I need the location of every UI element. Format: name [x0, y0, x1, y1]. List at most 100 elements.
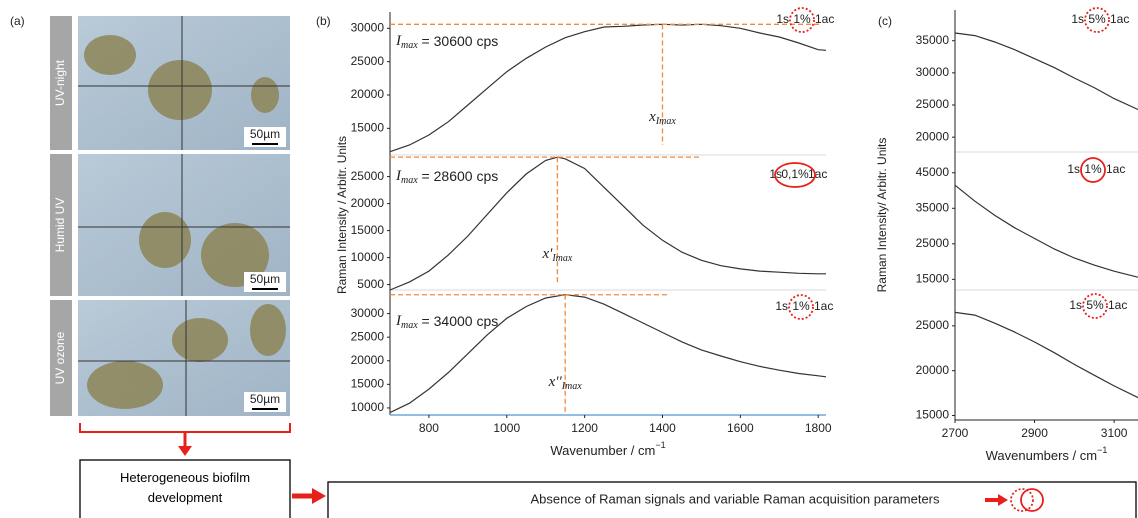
acq-count: 1ac — [1106, 162, 1125, 176]
imax-symbol: I — [395, 33, 402, 49]
bracket — [79, 423, 291, 433]
acq-power: 5% — [1088, 12, 1106, 26]
peak-sub: Imax — [551, 253, 573, 264]
sample-tag — [50, 16, 72, 150]
x-tick-label: 1400 — [649, 421, 676, 435]
acq-circle — [1082, 293, 1108, 319]
x-axis-label: Wavenumber / cm−1 — [550, 440, 665, 458]
box-text: Absence of Raman signals and variable Ra… — [531, 491, 940, 506]
imax-label: Imax = 30600 cps — [395, 33, 498, 52]
peak-sub: Imax — [561, 381, 583, 392]
acq-power: 0,1% — [781, 167, 809, 181]
y-tick-label: 45000 — [916, 165, 950, 179]
imax-symbol: I — [395, 168, 402, 184]
acq-circle — [1084, 7, 1110, 33]
y-tick-label: 30000 — [351, 306, 385, 320]
x-tick-label: 1800 — [805, 421, 832, 435]
y-tick-label: 25000 — [351, 329, 385, 343]
scale-label: 50µm — [250, 272, 280, 286]
y-tick-label: 30000 — [916, 65, 950, 79]
y-tick-label: 15000 — [351, 121, 385, 135]
x-axis-label-text: Wavenumbers / cm — [986, 448, 1098, 463]
imax-label: Imax = 28600 cps — [395, 168, 498, 187]
sample-name: UV-night — [53, 59, 67, 106]
x-tick-label: 1000 — [493, 421, 520, 435]
y-tick-label: 25000 — [351, 169, 385, 183]
acq-time: 1s — [1069, 298, 1082, 312]
imax-label: Imax = 34000 cps — [395, 313, 498, 332]
peak-label: xImax — [648, 109, 676, 127]
solid-circle — [1020, 488, 1044, 512]
flow-box — [79, 459, 291, 518]
y-tick-label: 20000 — [351, 353, 385, 367]
x-axis-label-sup: −1 — [655, 440, 665, 450]
scale-label: 50µm — [250, 392, 280, 406]
scale-label: 50µm — [250, 127, 280, 141]
peak-label: x''Imax — [548, 374, 583, 392]
y-tick-label: 15000 — [916, 408, 950, 422]
x-tick-label: 800 — [419, 421, 439, 435]
acq-power: 1% — [793, 12, 811, 26]
panel-label: (b) — [316, 14, 331, 28]
acq-count: 1ac — [815, 12, 834, 26]
y-tick-label: 20000 — [916, 363, 950, 377]
sample-tag — [50, 154, 72, 296]
acq-time: 1s — [776, 12, 789, 26]
y-tick-label: 20000 — [916, 129, 950, 143]
x-axis-label-sup: −1 — [1097, 445, 1107, 455]
x-tick-label: 2900 — [1021, 426, 1048, 440]
spectrum — [389, 23, 827, 153]
y-tick-label: 15000 — [916, 272, 950, 286]
y-axis-label: Raman Intensity/ Arbitr. Units — [875, 138, 889, 293]
y-tick-label: 15000 — [351, 377, 385, 391]
arrow-head — [178, 446, 192, 456]
acq-time: 1s — [1071, 12, 1084, 26]
imax-symbol: I — [395, 313, 402, 329]
y-tick-label: 35000 — [916, 200, 950, 214]
acq-circle — [1080, 157, 1106, 183]
acq-time: 1s — [1067, 162, 1080, 176]
x-tick-label: 2700 — [942, 426, 969, 440]
y-tick-label: 10000 — [351, 250, 385, 264]
y-tick-label: 30000 — [351, 21, 385, 35]
y-tick-label: 25000 — [916, 318, 950, 332]
sample-name: UV ozone — [53, 331, 67, 384]
acq-circle — [774, 162, 816, 188]
spectrum — [954, 311, 1138, 399]
x-axis-label-text: Wavenumber / cm — [550, 443, 655, 458]
imax-text: = 34000 cps — [418, 313, 499, 329]
x-tick-label: 1200 — [571, 421, 598, 435]
y-tick-label: 20000 — [351, 87, 385, 101]
arrow-head — [998, 494, 1008, 506]
spectrum — [954, 32, 1138, 111]
y-axis-label: Raman Intensity / Arbitr. Units — [335, 136, 349, 294]
acq-power: 1% — [792, 299, 810, 313]
y-tick-label: 20000 — [351, 196, 385, 210]
spectrum — [389, 294, 827, 414]
peak-label: x'Imax — [541, 246, 572, 264]
flow-box-text: Heterogeneous biofilm development — [119, 470, 251, 505]
arrow-head — [312, 488, 326, 504]
y-tick-label: 5000 — [357, 277, 384, 291]
acq-power: 5% — [1086, 298, 1104, 312]
box-text: Heterogeneous biofilm development — [119, 470, 251, 505]
acq-circle — [788, 294, 814, 320]
y-tick-label: 35000 — [916, 33, 950, 47]
x-tick-label: 3100 — [1101, 426, 1128, 440]
crosshair — [78, 16, 290, 416]
y-tick-label: 10000 — [351, 400, 385, 414]
panel-label: (a) — [10, 14, 25, 28]
peak-symbol: x'' — [548, 374, 563, 390]
acq-time: 1s — [775, 299, 788, 313]
y-tick-label: 25000 — [916, 97, 950, 111]
acq-count: 1ac — [1110, 12, 1129, 26]
dividers — [390, 151, 1138, 291]
imax-text: = 30600 cps — [418, 33, 499, 49]
y-tick-label: 15000 — [351, 223, 385, 237]
acq-count: 1ac — [814, 299, 833, 313]
y-tick-label: 25000 — [351, 54, 385, 68]
peak-symbol: x' — [541, 246, 553, 262]
peak-sub: Imax — [655, 116, 677, 127]
spectrum — [389, 156, 826, 291]
acq-power: 1% — [1084, 162, 1102, 176]
